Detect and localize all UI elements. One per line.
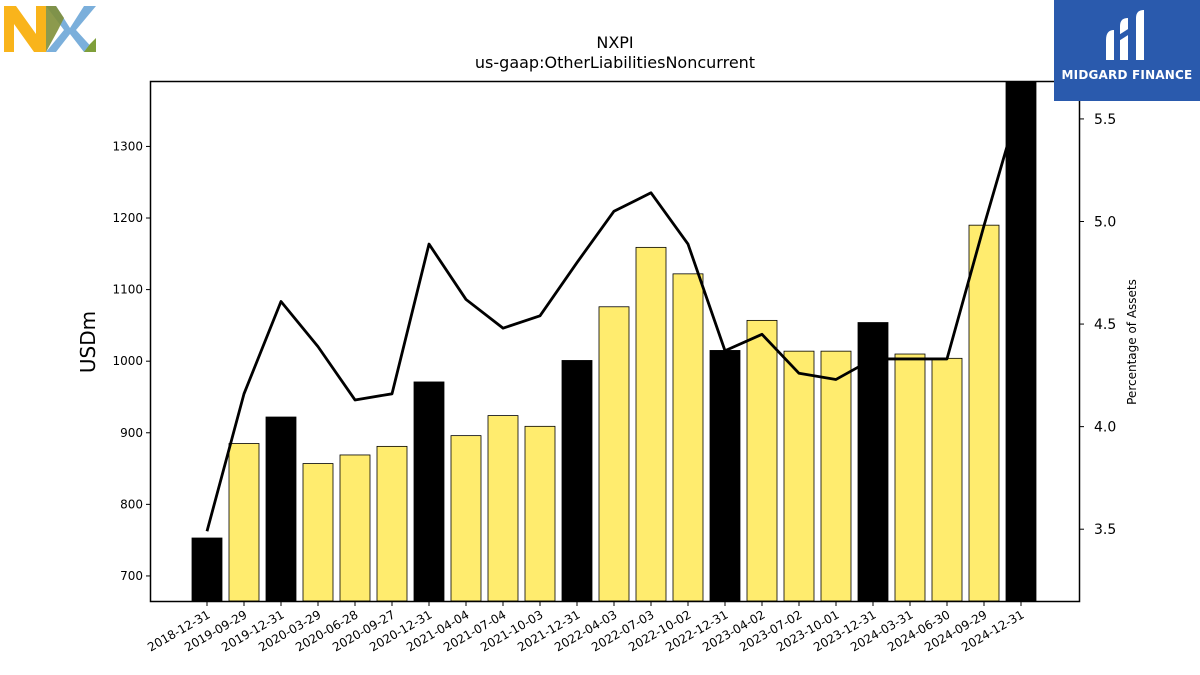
y-tick-label: 900 — [120, 426, 143, 440]
y2-tick-label: 5.5 — [1094, 112, 1116, 128]
bar-2023-10-01 — [820, 350, 852, 602]
y2-tick-label: 4.0 — [1094, 420, 1116, 436]
y-axis-label: USDm — [76, 311, 100, 373]
bar-2024-06-30 — [931, 357, 963, 602]
bar-2019-12-31 — [265, 416, 297, 602]
bar-2020-09-27 — [376, 445, 408, 602]
midgard-finance-name: MIDGARD FINANCE — [1061, 68, 1193, 82]
bars-group — [191, 81, 1037, 602]
bar-2021-10-03 — [524, 425, 556, 602]
chart-title: NXPI — [596, 33, 633, 52]
y2-tick-label: 5.0 — [1094, 214, 1116, 230]
bar-2020-03-29 — [302, 463, 334, 602]
y-tick-label: 800 — [120, 497, 143, 511]
bar-2019-09-29 — [228, 443, 260, 602]
bar-2022-07-03 — [635, 246, 667, 602]
bar-2023-04-02 — [746, 319, 778, 602]
bar-2022-04-03 — [598, 306, 630, 602]
y-axis-right: 3.5 4.0 4.5 5.0 5.5 — [1079, 112, 1116, 538]
bar-2022-12-31 — [709, 350, 741, 602]
x-axis: 2018-12-312019-09-292019-12-312020-03-29… — [145, 601, 1027, 654]
line-group — [205, 98, 1023, 532]
bar-2021-04-04 — [450, 435, 482, 602]
y2-tick-label: 3.5 — [1094, 522, 1116, 538]
bar-2021-07-04 — [487, 415, 519, 602]
bar-2024-09-29 — [968, 224, 1000, 602]
y2-axis-label: Percentage of Assets — [1125, 279, 1139, 405]
bar-2018-12-31 — [191, 537, 223, 602]
nxp-logo-icon — [4, 6, 96, 52]
y-tick-label: 700 — [120, 569, 143, 583]
bar-2024-03-31 — [894, 353, 926, 602]
plot-frame — [149, 80, 1081, 603]
percentage-line — [205, 98, 1023, 532]
chart-subtitle: us-gaap:OtherLiabilitiesNoncurrent — [475, 53, 755, 72]
bar-2023-12-31 — [857, 322, 889, 602]
midgard-finance-logo-icon: MIDGARD FINANCE — [1054, 0, 1200, 101]
y-tick-label: 1300 — [112, 139, 143, 153]
bar-2024-12-31 — [1005, 81, 1037, 602]
y2-tick-label: 4.5 — [1094, 317, 1116, 333]
y-tick-label: 1000 — [112, 354, 143, 368]
bar-2022-10-02 — [672, 273, 704, 602]
bar-2021-12-31 — [561, 360, 593, 602]
midgard-mark-icon — [1106, 10, 1144, 60]
bar-2020-12-31 — [413, 381, 445, 602]
y-tick-label: 1200 — [112, 211, 143, 225]
bar-2023-07-02 — [783, 350, 815, 602]
y-axis-left: 700 800 900 1000 1100 1200 1300 — [112, 139, 151, 583]
y-tick-label: 1100 — [112, 283, 143, 297]
bar-2020-06-28 — [339, 454, 371, 602]
